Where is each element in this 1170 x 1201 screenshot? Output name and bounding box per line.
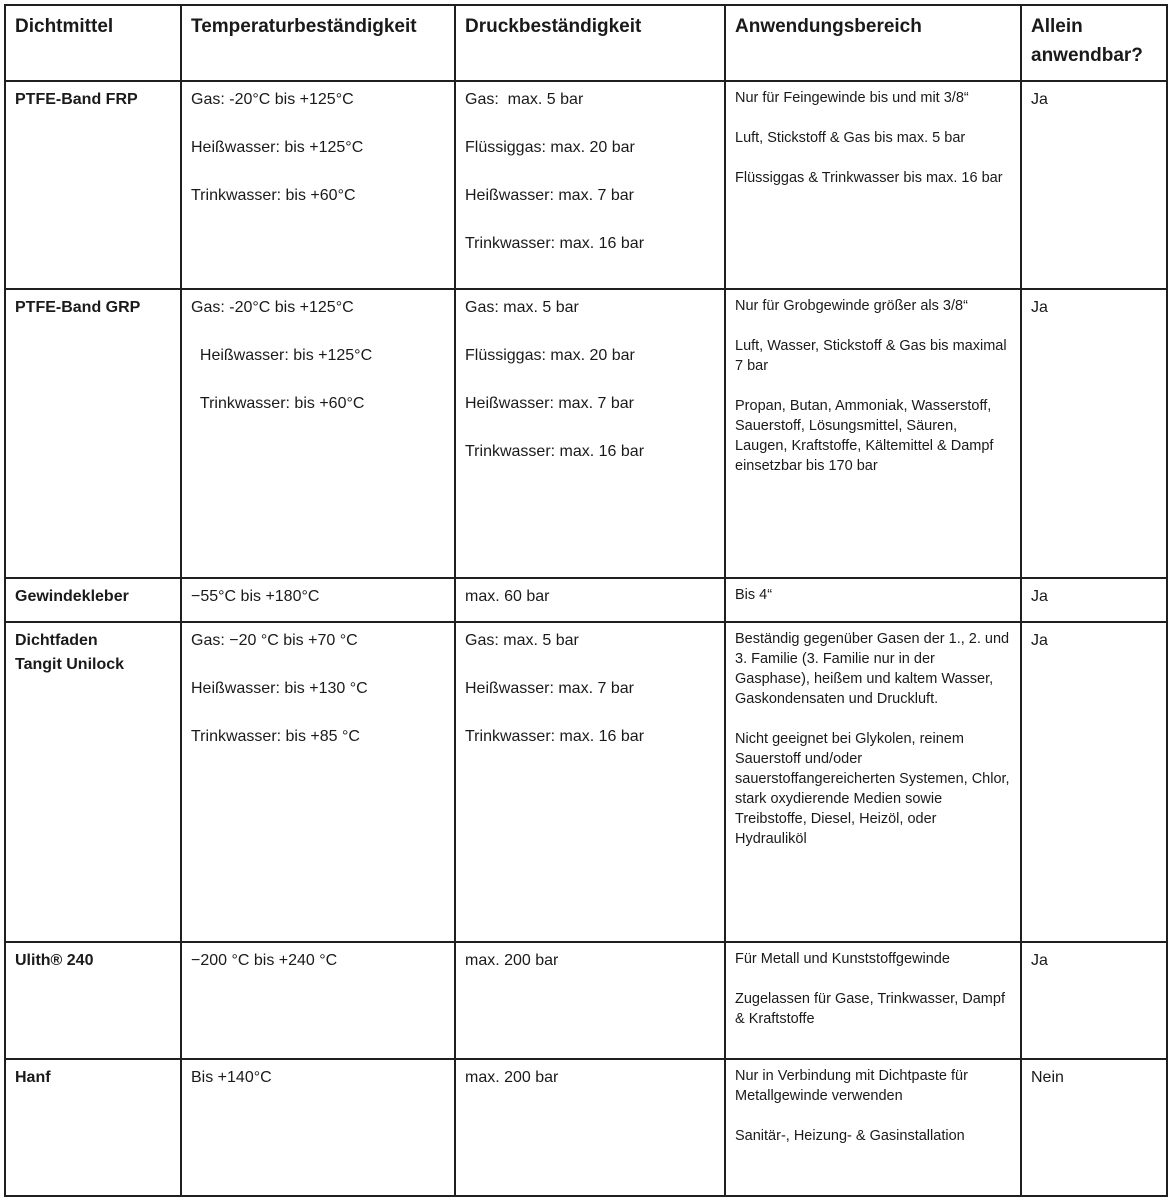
cell-allein-anwendbar: Ja bbox=[1020, 941, 1168, 1060]
cell-dichtmittel: PTFE-Band GRP bbox=[4, 288, 182, 579]
cell-allein-anwendbar: Ja bbox=[1020, 577, 1168, 623]
cell-temperatur: Gas: -20°C bis +125°C Heißwasser: bis +1… bbox=[180, 288, 456, 579]
sealant-comparison-table: Dichtmittel Temperaturbeständigkeit Druc… bbox=[4, 4, 1168, 1197]
cell-temperatur: Gas: -20°C bis +125°C Heißwasser: bis +1… bbox=[180, 80, 456, 290]
column-header-dichtmittel: Dichtmittel bbox=[4, 4, 182, 82]
table-row-ulith-240: Ulith® 240 −200 °C bis +240 °C max. 200 … bbox=[4, 941, 1168, 1060]
cell-allein-anwendbar: Ja bbox=[1020, 80, 1168, 290]
cell-druck: Gas: max. 5 bar Flüssiggas: max. 20 bar … bbox=[454, 80, 726, 290]
cell-anwendung: Für Metall und Kunststoffgewinde Zugelas… bbox=[724, 941, 1022, 1060]
cell-dichtmittel: PTFE-Band FRP bbox=[4, 80, 182, 290]
table-row-hanf: Hanf Bis +140°C max. 200 bar Nur in Verb… bbox=[4, 1058, 1168, 1197]
cell-druck: Gas: max. 5 bar Flüssiggas: max. 20 bar … bbox=[454, 288, 726, 579]
cell-druck: max. 60 bar bbox=[454, 577, 726, 623]
column-header-temperaturbestaendigkeit: Temperaturbeständigkeit bbox=[180, 4, 456, 82]
cell-anwendung: Beständig gegenüber Gasen der 1., 2. und… bbox=[724, 621, 1022, 943]
cell-allein-anwendbar: Ja bbox=[1020, 288, 1168, 579]
cell-temperatur: Bis +140°C bbox=[180, 1058, 456, 1197]
cell-druck: max. 200 bar bbox=[454, 1058, 726, 1197]
cell-anwendung: Nur für Grobgewinde größer als 3/8“ Luft… bbox=[724, 288, 1022, 579]
cell-allein-anwendbar: Ja bbox=[1020, 621, 1168, 943]
cell-druck: Gas: max. 5 bar Heißwasser: max. 7 bar T… bbox=[454, 621, 726, 943]
table-row-ptfe-band-frp: PTFE-Band FRP Gas: -20°C bis +125°C Heiß… bbox=[4, 80, 1168, 290]
column-header-allein-anwendbar: Allein anwendbar? bbox=[1020, 4, 1168, 82]
cell-dichtmittel: Gewindekleber bbox=[4, 577, 182, 623]
cell-anwendung: Nur in Verbindung mit Dichtpaste für Met… bbox=[724, 1058, 1022, 1197]
cell-anwendung: Bis 4“ bbox=[724, 577, 1022, 623]
table-row-gewindekleber: Gewindekleber −55°C bis +180°C max. 60 b… bbox=[4, 577, 1168, 623]
cell-temperatur: −200 °C bis +240 °C bbox=[180, 941, 456, 1060]
column-header-druckbestaendigkeit: Druckbeständigkeit bbox=[454, 4, 726, 82]
cell-dichtmittel: Hanf bbox=[4, 1058, 182, 1197]
cell-allein-anwendbar: Nein bbox=[1020, 1058, 1168, 1197]
cell-temperatur: Gas: −20 °C bis +70 °C Heißwasser: bis +… bbox=[180, 621, 456, 943]
cell-dichtmittel: Dichtfaden Tangit Unilock bbox=[4, 621, 182, 943]
table-row-dichtfaden-tangit-unilock: Dichtfaden Tangit Unilock Gas: −20 °C bi… bbox=[4, 621, 1168, 943]
cell-temperatur: −55°C bis +180°C bbox=[180, 577, 456, 623]
column-header-anwendungsbereich: Anwendungsbereich bbox=[724, 4, 1022, 82]
header-row: Dichtmittel Temperaturbeständigkeit Druc… bbox=[4, 4, 1168, 82]
cell-druck: max. 200 bar bbox=[454, 941, 726, 1060]
cell-dichtmittel: Ulith® 240 bbox=[4, 941, 182, 1060]
table-row-ptfe-band-grp: PTFE-Band GRP Gas: -20°C bis +125°C Heiß… bbox=[4, 288, 1168, 579]
cell-anwendung: Nur für Feingewinde bis und mit 3/8“ Luf… bbox=[724, 80, 1022, 290]
